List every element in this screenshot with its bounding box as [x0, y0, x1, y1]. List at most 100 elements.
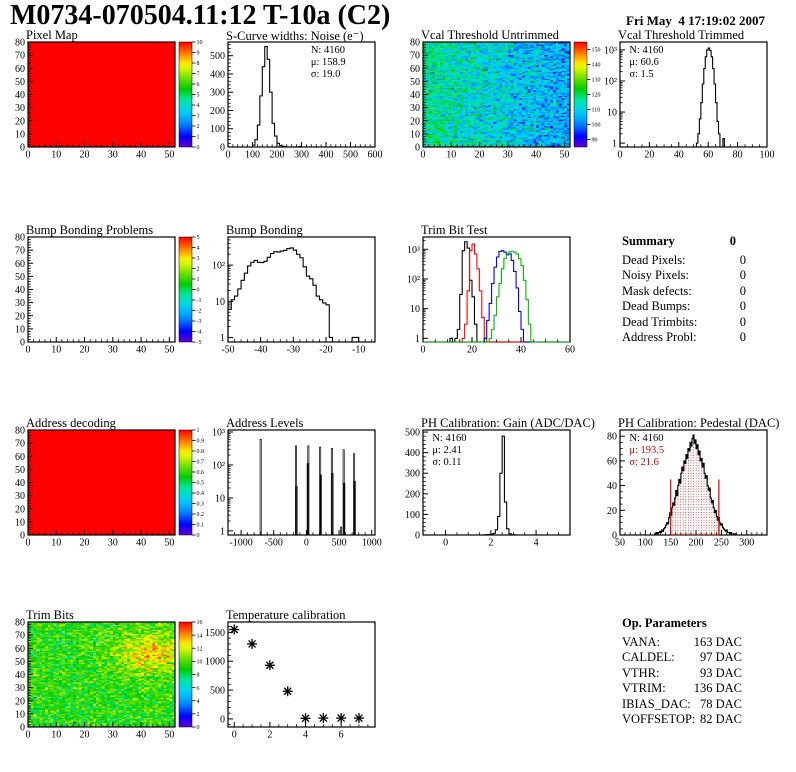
- svg-text:400: 400: [405, 448, 420, 459]
- op-parameter-label: CALDEL:: [622, 650, 675, 665]
- plot-ph-gain: PH Calibration: Gain (ADC/DAC) 0 2 4 0 100 20…: [397, 416, 603, 552]
- svg-text:200: 200: [405, 489, 420, 500]
- plot-title: PH Calibration: Pedestal (DAC): [618, 416, 780, 430]
- svg-text:1: 1: [415, 334, 420, 345]
- svg-text:0: 0: [220, 714, 225, 725]
- svg-text:50: 50: [164, 150, 174, 161]
- svg-text:0.6: 0.6: [197, 470, 205, 476]
- svg-text:80: 80: [15, 233, 25, 244]
- svg-text:70: 70: [15, 51, 25, 62]
- svg-text:80: 80: [15, 38, 25, 49]
- svg-text:600: 600: [368, 150, 383, 161]
- op-parameter-row: IBIAS_DAC: 78 DAC: [622, 697, 742, 712]
- svg-text:60: 60: [565, 345, 575, 356]
- svg-text:-50: -50: [221, 345, 234, 356]
- svg-text:0: 0: [197, 533, 200, 539]
- svg-text:0.8: 0.8: [197, 449, 205, 455]
- svg-text:0: 0: [618, 150, 623, 161]
- page-title: M0734-070504.11:12 T-10a (C2): [10, 0, 391, 31]
- svg-text:10²: 10²: [212, 261, 225, 272]
- summary-total: 0: [729, 234, 736, 248]
- op-parameter-value: 82 DAC: [699, 712, 742, 727]
- svg-text:10: 10: [215, 297, 225, 308]
- svg-text:20: 20: [80, 345, 90, 356]
- svg-text:0: 0: [612, 531, 617, 542]
- svg-text:-40: -40: [254, 345, 267, 356]
- svg-text:0.5: 0.5: [197, 481, 205, 487]
- bump-bonding-problems-chart: 0 10 20 30 40 5001020304050607080-5-4-3-2-101…: [15, 233, 202, 356]
- op-parameter-label: VTHR:: [622, 665, 660, 680]
- svg-text:9: 9: [197, 51, 200, 57]
- svg-text:1000: 1000: [362, 538, 382, 549]
- svg-text:-4: -4: [197, 330, 202, 336]
- svg-text:20: 20: [410, 116, 420, 127]
- svg-text:40: 40: [15, 285, 25, 296]
- svg-text:-30: -30: [287, 345, 300, 356]
- svg-text:5: 5: [197, 235, 200, 241]
- op-parameter-row: VOFFSETOP: 82 DAC: [622, 712, 742, 727]
- svg-text:10²: 10²: [407, 274, 420, 285]
- svg-text:70: 70: [15, 246, 25, 257]
- svg-text:0: 0: [421, 150, 426, 161]
- svg-text:μ: 193.5: μ: 193.5: [629, 445, 664, 456]
- summary-value: 0: [739, 299, 746, 314]
- plot-title: Trim Bit Test: [421, 223, 488, 237]
- svg-text:0: 0: [20, 531, 25, 542]
- svg-text:0: 0: [304, 538, 309, 549]
- svg-text:1: 1: [220, 333, 225, 344]
- svg-text:30: 30: [108, 538, 118, 549]
- svg-text:0: 0: [226, 150, 231, 161]
- plot-title: Bump Bonding: [226, 223, 303, 237]
- svg-text:100: 100: [638, 538, 653, 549]
- svg-text:10: 10: [15, 517, 25, 528]
- svg-text:200: 200: [689, 538, 704, 549]
- svg-text:300: 300: [210, 88, 225, 99]
- plot-title: Address Levels: [226, 416, 304, 430]
- svg-text:20: 20: [15, 696, 25, 707]
- svg-text:-20: -20: [319, 345, 332, 356]
- summary-value: 0: [739, 268, 746, 283]
- plot-trim-bit-test: Trim Bit Test 0 20 40 60 1 10 10² 10³: [397, 223, 603, 359]
- svg-text:10: 10: [410, 304, 420, 315]
- svg-text:80: 80: [15, 618, 25, 629]
- svg-text:100: 100: [592, 123, 601, 129]
- svg-text:2: 2: [488, 538, 493, 549]
- summary-row: Dead Trimbits: 0: [622, 315, 746, 330]
- svg-text:50: 50: [615, 538, 625, 549]
- plot-title: S-Curve widths: Noise (e⁻): [226, 29, 364, 43]
- plot-title: Pixel Map: [26, 28, 78, 42]
- svg-text:70: 70: [410, 51, 420, 62]
- svg-text:1: 1: [612, 139, 617, 150]
- svg-text:10³: 10³: [212, 428, 225, 439]
- svg-text:50: 50: [15, 77, 25, 88]
- plot-title: Trim Bits: [26, 608, 74, 622]
- summary-header: Summary 0: [622, 234, 746, 249]
- svg-text:20: 20: [475, 150, 485, 161]
- svg-text:3: 3: [197, 256, 200, 262]
- svg-text:0.9: 0.9: [197, 439, 205, 445]
- svg-text:6: 6: [339, 730, 344, 741]
- svg-text:60: 60: [15, 64, 25, 75]
- vcal-untrimmed-chart: 0 10 20 30 40 5001020304050607080901001101201…: [410, 38, 601, 161]
- svg-text:100: 100: [245, 150, 260, 161]
- trim-bit-test-chart: 0 20 40 60 1 10 10² 10³: [407, 236, 575, 356]
- plot-title: PH Calibration: Gain (ADC/DAC): [421, 416, 595, 430]
- svg-text:300: 300: [294, 150, 309, 161]
- plot-ph-pedestal: PH Calibration: Pedestal (DAC) 50 100 150 2…: [594, 416, 796, 552]
- temperature-calibration-chart: 0 2 4 6 0 500 1000 1500: [205, 621, 376, 741]
- plot-temperature-calibration: Temperature calibration 0 2 4 6 0 500 1000 1500: [202, 608, 408, 744]
- svg-text:1: 1: [197, 428, 200, 434]
- svg-text:-1000: -1000: [229, 538, 252, 549]
- plot-vcal-trimmed: Vcal Threshold Trimmed 0 20 40 60 80 100 1 10 10…: [594, 28, 796, 164]
- svg-text:60: 60: [607, 456, 617, 467]
- svg-text:30: 30: [15, 683, 25, 694]
- op-parameter-label: IBIAS_DAC:: [622, 696, 691, 711]
- svg-text:-5: -5: [197, 340, 202, 346]
- svg-text:60: 60: [15, 259, 25, 270]
- svg-text:10²: 10²: [212, 460, 225, 471]
- svg-text:60: 60: [703, 150, 713, 161]
- svg-text:500: 500: [210, 686, 225, 697]
- svg-text:300: 300: [739, 538, 754, 549]
- plot-address-levels: Address Levels -1000 -500 0 500 1000 1 10 10² 10…: [202, 416, 408, 552]
